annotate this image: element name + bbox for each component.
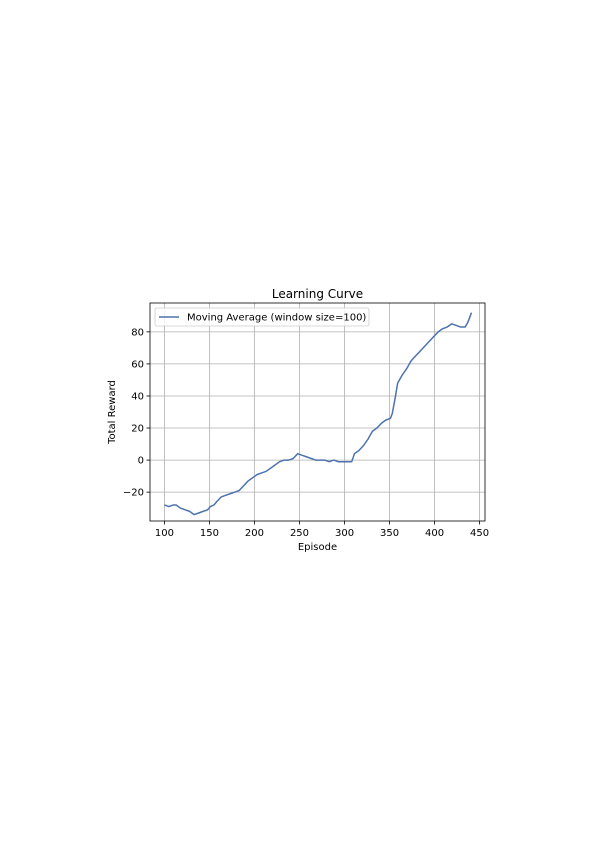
axis-ticks: 100 150 200 250 300 350 400 450 −20 0 20 40 60 80: [123, 327, 489, 539]
legend: Moving Average (window size=100): [154, 307, 370, 327]
x-tick-label: 300: [335, 528, 354, 539]
y-tick-label: 20: [131, 424, 144, 435]
y-tick-label: 80: [131, 327, 144, 338]
legend-entry-label: Moving Average (window size=100): [187, 313, 366, 324]
y-tick-label: 40: [131, 391, 144, 402]
x-axis-label: Episode: [298, 542, 337, 553]
series-line: [164, 312, 473, 516]
x-tick-label: 150: [200, 528, 219, 539]
x-tick-label: 250: [290, 528, 309, 539]
y-tick-label: −20: [123, 488, 144, 499]
chart-title: Learning Curve: [272, 287, 363, 301]
y-axis-label: Total Reward: [107, 380, 118, 445]
x-tick-label: 200: [245, 528, 264, 539]
series-layer: [164, 312, 473, 516]
y-tick-label: 0: [138, 456, 144, 467]
plot-frame: [149, 302, 486, 522]
grid-lines: [150, 303, 485, 521]
x-tick-label: 450: [470, 528, 489, 539]
y-tick-label: 60: [131, 359, 144, 370]
x-tick-label: 350: [380, 528, 399, 539]
x-tick-label: 100: [155, 528, 174, 539]
x-tick-label: 400: [425, 528, 444, 539]
legend-box: [154, 307, 370, 327]
